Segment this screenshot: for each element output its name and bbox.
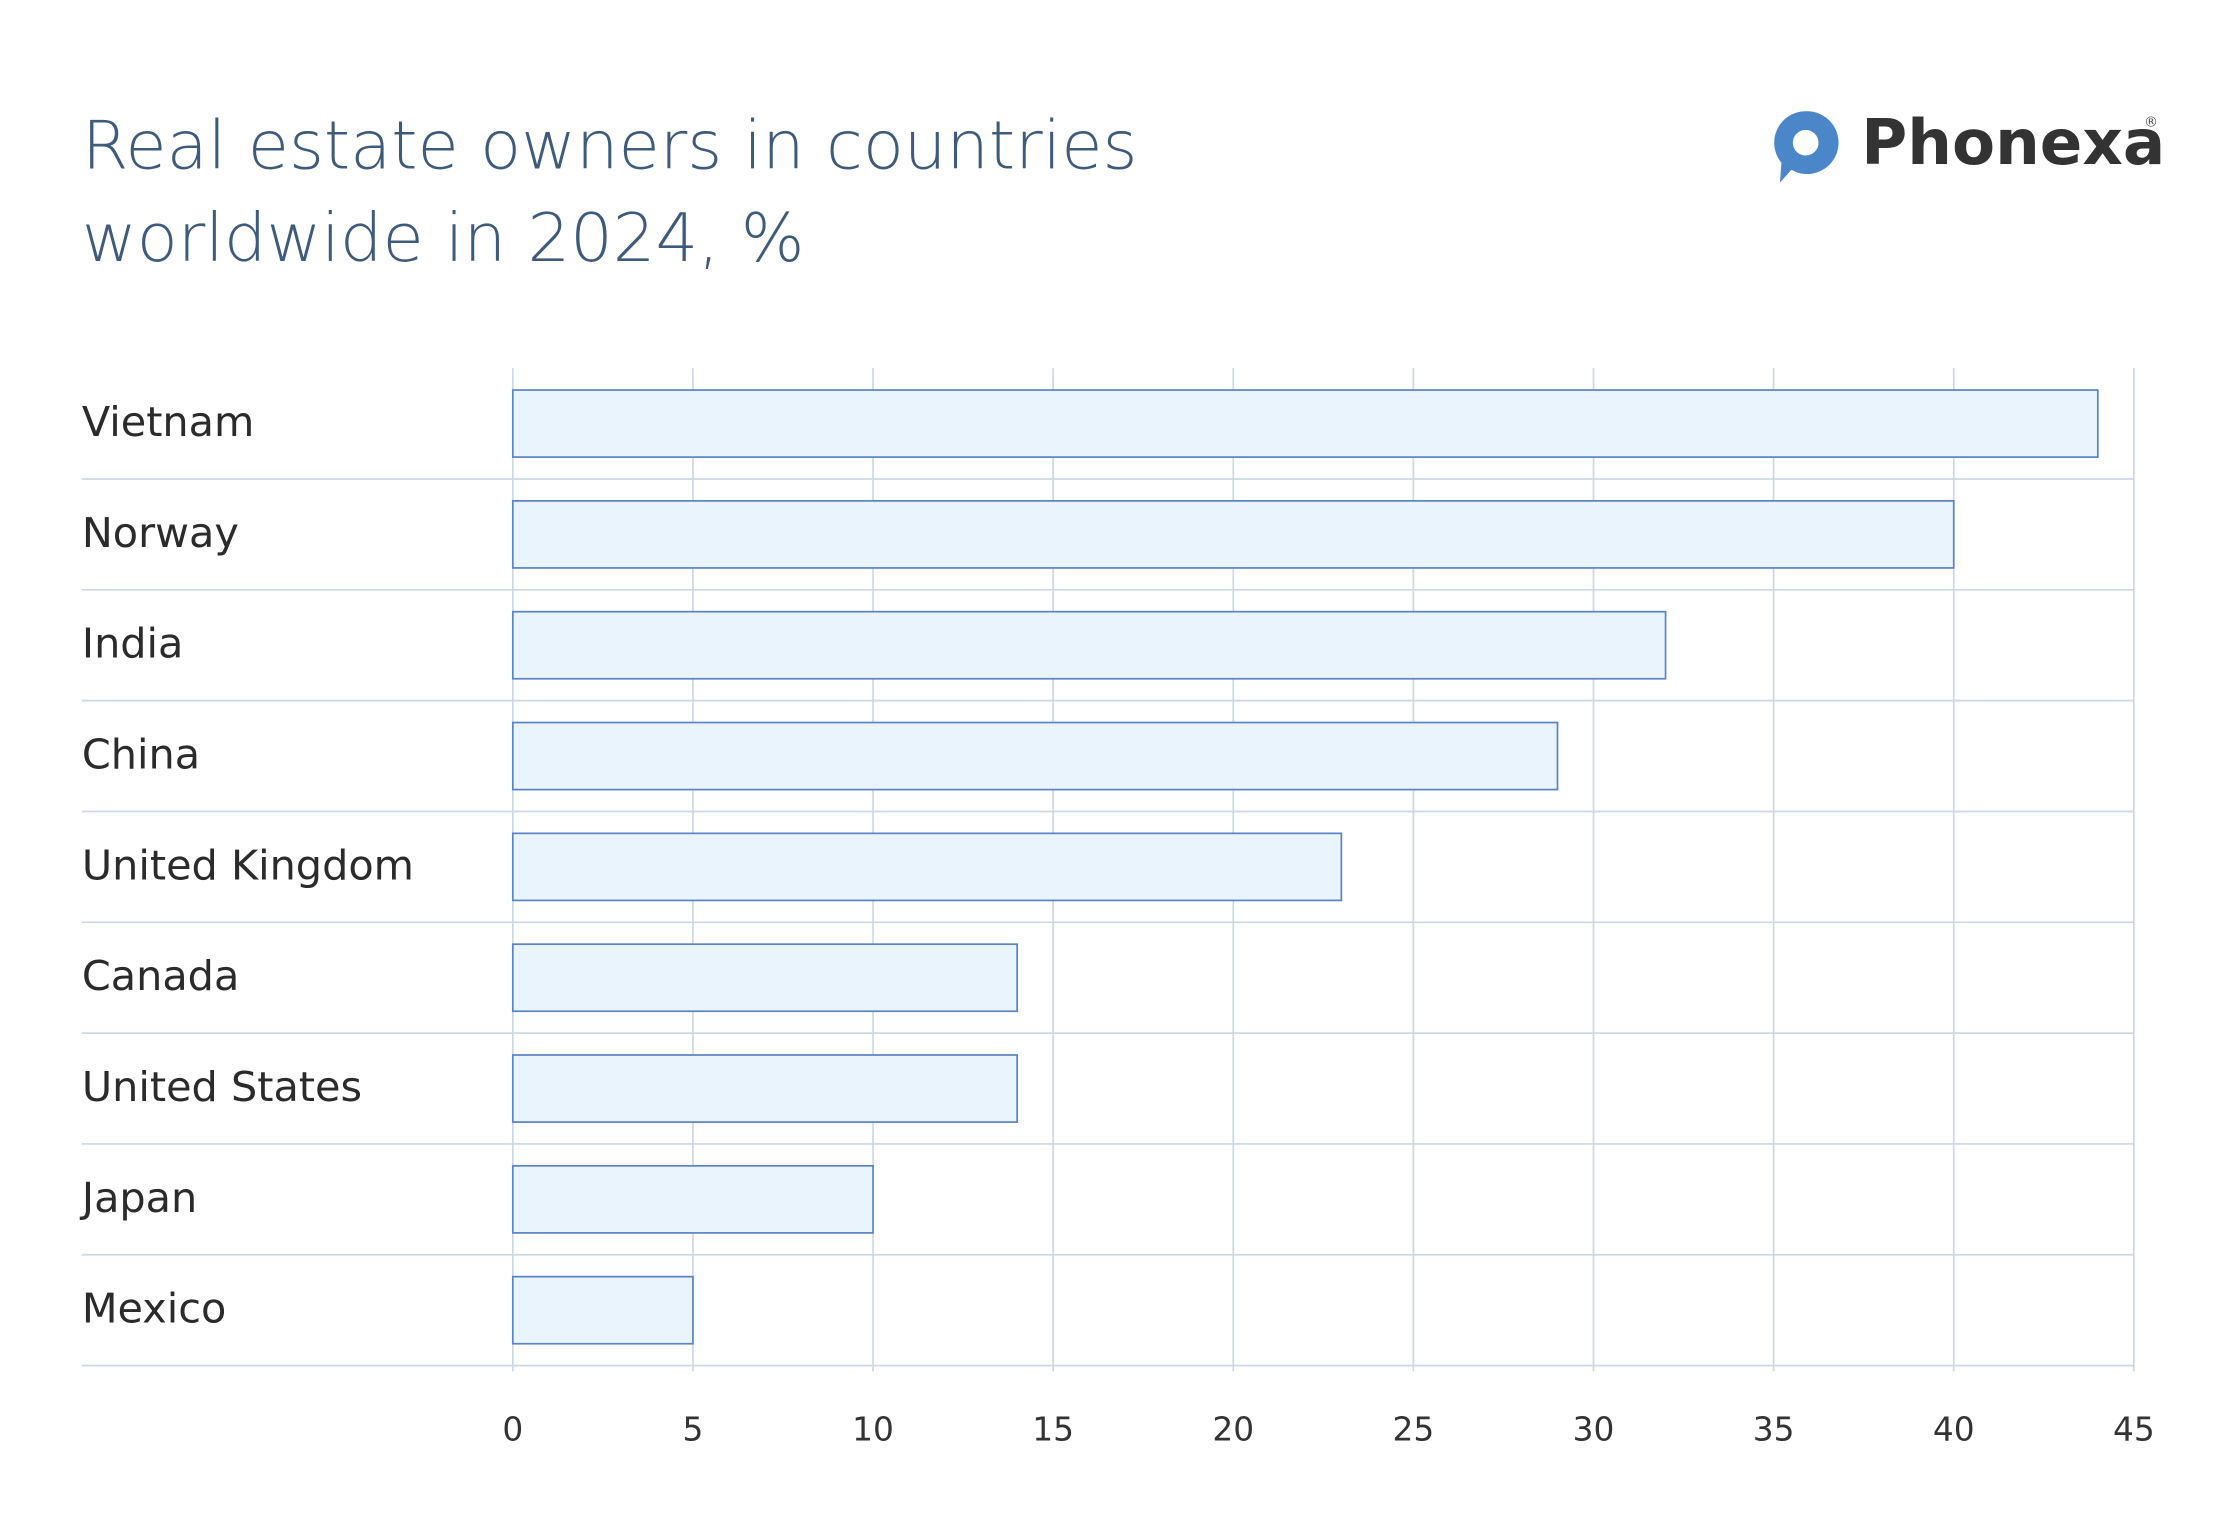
y-tick-label: Mexico bbox=[82, 1285, 226, 1333]
y-tick-label: United States bbox=[82, 1063, 362, 1111]
x-tick-label: 30 bbox=[1573, 1411, 1615, 1449]
y-tick-label: China bbox=[82, 730, 200, 778]
y-tick-label: Norway bbox=[82, 509, 239, 557]
y-tick-label: Vietnam bbox=[82, 398, 254, 446]
x-tick-label: 45 bbox=[2113, 1411, 2155, 1449]
y-tick-label: India bbox=[82, 620, 184, 668]
x-tick-label: 35 bbox=[1753, 1411, 1795, 1449]
x-tick-label: 25 bbox=[1393, 1411, 1435, 1449]
bar bbox=[511, 1054, 1018, 1123]
logo-icon-dot bbox=[1792, 129, 1819, 156]
x-tick-label: 20 bbox=[1212, 1411, 1254, 1449]
x-tick-label: 0 bbox=[502, 1411, 523, 1449]
x-tick-label: 40 bbox=[1933, 1411, 1975, 1449]
bar bbox=[511, 1164, 874, 1234]
bar bbox=[511, 1275, 694, 1345]
bar bbox=[511, 832, 1343, 902]
bar bbox=[511, 389, 2099, 458]
chart-title: worldwide in 2024, % bbox=[82, 199, 805, 277]
x-tick-label: 5 bbox=[682, 1411, 703, 1449]
x-tick-label: 10 bbox=[852, 1411, 894, 1449]
y-tick-label: Japan bbox=[79, 1174, 197, 1222]
logo-mark: ® bbox=[2144, 115, 2158, 131]
y-tick-label: United Kingdom bbox=[82, 841, 414, 889]
x-tick-label: 15 bbox=[1032, 1411, 1074, 1449]
y-tick-label: Canada bbox=[82, 952, 239, 1000]
bar bbox=[511, 943, 1018, 1013]
logo-text: Phonexa bbox=[1861, 106, 2165, 179]
logo: Phonexa ® bbox=[1774, 106, 2165, 183]
bar bbox=[511, 610, 1667, 680]
chart-title: Real estate owners in countries bbox=[82, 106, 1138, 184]
bar bbox=[511, 721, 1559, 791]
bar bbox=[511, 500, 1955, 569]
